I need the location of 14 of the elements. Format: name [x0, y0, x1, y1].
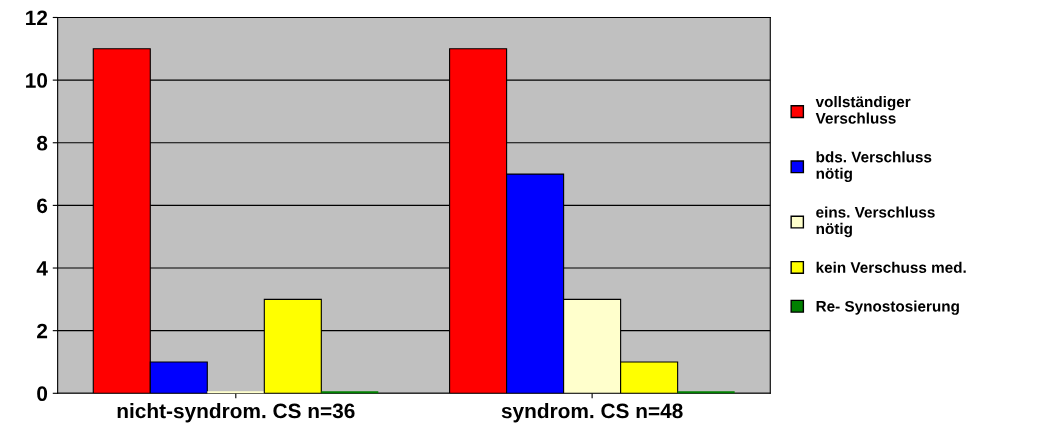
- y-tick-label: 0: [37, 386, 48, 402]
- x-tick-label: nicht-syndrom. CS n=36: [117, 403, 355, 423]
- y-tick-label: 6: [37, 198, 48, 214]
- x-tick-label: syndrom. CS n=48: [501, 403, 683, 423]
- legend-label: vollständiger Verschluss: [815, 96, 911, 124]
- legend-label: eins. Verschluss nötig: [816, 206, 935, 238]
- legend-label: bds. Verschluss nötig: [816, 151, 932, 182]
- legend-label: Re- Synostosierung: [816, 300, 959, 315]
- y-tick-label: 2: [37, 323, 48, 339]
- y-tick-label: 10: [26, 73, 48, 88]
- legend-label: kein Verschuss med.: [816, 261, 966, 273]
- y-tick-label: 4: [36, 261, 48, 276]
- y-tick-label: 12: [26, 10, 48, 26]
- y-tick-label: 8: [36, 135, 48, 151]
